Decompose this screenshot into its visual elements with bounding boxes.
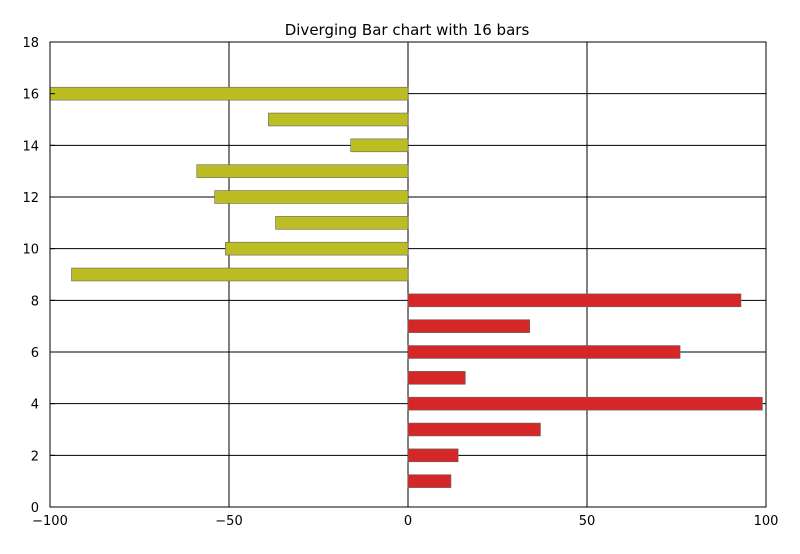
bar [275,216,409,230]
y-tick-label: 12 [22,191,39,206]
bar [196,164,409,178]
x-tick-label: 50 [579,514,596,529]
bar [214,190,409,204]
y-tick-label: 14 [22,139,39,154]
x-tick-label: 0 [404,514,412,529]
bar [350,138,409,153]
y-tick-label: 4 [31,398,39,413]
bar [407,422,541,437]
y-tick-label: 2 [31,449,39,464]
bar [407,448,459,463]
x-tick-label: −100 [32,514,68,529]
x-tick-label: 100 [754,514,779,529]
bar [407,293,742,308]
y-tick-label: 18 [22,36,39,51]
bar [225,241,409,256]
bar [407,396,763,411]
bar [407,371,466,385]
tick-labels: −100 −50 0 50 100 0 2 4 6 8 10 12 14 16 18 [22,36,778,529]
bar [407,345,681,359]
x-tick-label: −50 [215,514,242,529]
bars [49,86,763,488]
y-tick-label: 10 [22,243,39,258]
bar [407,474,452,488]
bar [49,86,409,101]
y-tick-label: 16 [22,88,39,103]
bar [268,112,409,127]
bar [407,319,531,333]
plot-frame [49,41,767,508]
y-tick-label: 8 [31,294,39,309]
chart-title: Diverging Bar chart with 16 bars [285,21,530,39]
y-tick-label: 0 [31,501,39,516]
bar [71,267,409,282]
y-tick-label: 6 [31,346,39,361]
